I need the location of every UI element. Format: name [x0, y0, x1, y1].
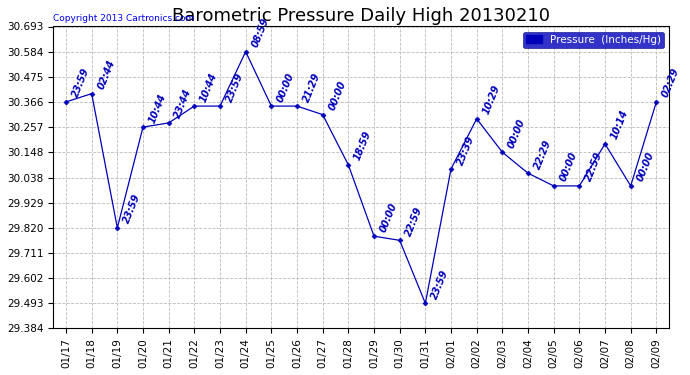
- Text: 18:59: 18:59: [353, 130, 373, 162]
- Text: 23:59: 23:59: [70, 67, 91, 99]
- Text: 22:59: 22:59: [404, 205, 424, 237]
- Text: 00:00: 00:00: [635, 151, 656, 183]
- Text: 22:29: 22:29: [532, 138, 553, 170]
- Text: 00:00: 00:00: [506, 117, 527, 150]
- Text: 00:00: 00:00: [378, 201, 399, 233]
- Text: 23:39: 23:39: [455, 134, 476, 166]
- Text: 08:59: 08:59: [250, 16, 270, 49]
- Text: 21:29: 21:29: [301, 71, 322, 103]
- Text: 02:44: 02:44: [96, 58, 117, 91]
- Text: 23:59: 23:59: [121, 193, 142, 225]
- Text: 10:44: 10:44: [199, 71, 219, 103]
- Text: 22:59: 22:59: [584, 151, 604, 183]
- Text: 00:00: 00:00: [558, 151, 579, 183]
- Text: 10:44: 10:44: [147, 92, 168, 124]
- Text: 10:14: 10:14: [609, 109, 630, 141]
- Text: 00:00: 00:00: [275, 71, 296, 103]
- Text: 23:59: 23:59: [429, 268, 451, 300]
- Text: 23:59: 23:59: [224, 71, 245, 103]
- Text: 00:00: 00:00: [327, 80, 348, 112]
- Text: 23:44: 23:44: [172, 88, 194, 120]
- Title: Barometric Pressure Daily High 20130210: Barometric Pressure Daily High 20130210: [172, 7, 550, 25]
- Text: 02:29: 02:29: [660, 67, 681, 99]
- Text: 10:29: 10:29: [481, 84, 502, 116]
- Legend: Pressure  (Inches/Hg): Pressure (Inches/Hg): [523, 32, 664, 48]
- Text: Copyright 2013 Cartronics.com: Copyright 2013 Cartronics.com: [53, 14, 195, 23]
